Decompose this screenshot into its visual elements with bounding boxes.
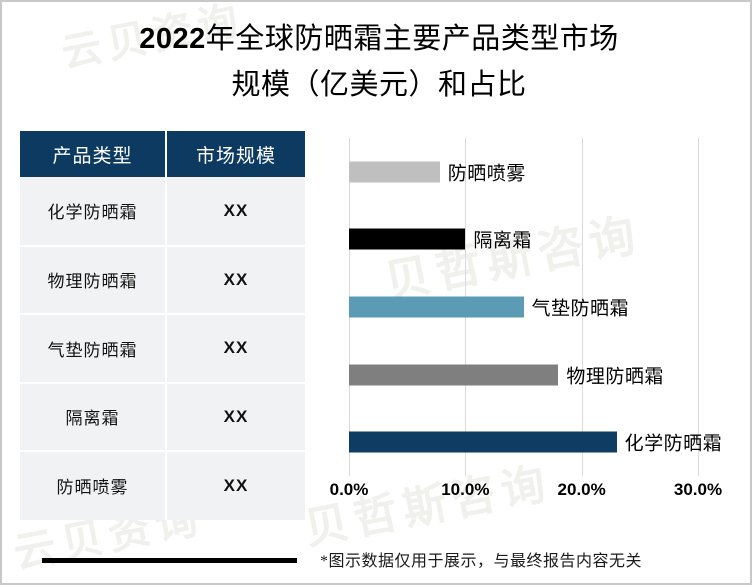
cell-market-size: XX: [166, 314, 305, 384]
bar-chart: 化学防晒霜 物理防晒霜 气垫防晒霜 隔离霜 防晒喷雾 0.0% 10.0% 20.0% 30.…: [330, 134, 732, 499]
bar-隔离霜: [349, 228, 466, 250]
cell-product-type: 物理防晒霜: [20, 245, 167, 315]
bar-物理防晒霜: [349, 364, 559, 386]
title-line2: 规模（亿美元）和占比: [231, 69, 527, 101]
footnote: *图示数据仅用于展示，与最终报告内容无关: [320, 553, 643, 570]
table-row: 防晒喷雾 XX: [20, 451, 305, 520]
bar-label: 物理防晒霜: [566, 366, 664, 388]
cell-product-type: 隔离霜: [20, 382, 167, 452]
x-axis: 0.0% 10.0% 20.0% 30.0%: [330, 480, 722, 506]
bar-row: 物理防晒霜: [349, 341, 698, 409]
x-tick-label: 30.0%: [673, 480, 723, 499]
bar-防晒喷雾: [349, 161, 440, 183]
bar-label: 隔离霜: [473, 230, 532, 252]
x-tick-label: 10.0%: [441, 480, 490, 499]
bar-label: 防晒喷雾: [447, 163, 526, 185]
bar-row: 化学防晒霜: [349, 408, 722, 476]
bar-气垫防晒霜: [349, 296, 524, 318]
cell-market-size: XX: [166, 382, 305, 452]
plot-area: 化学防晒霜 物理防晒霜 气垫防晒霜 隔离霜 防晒喷雾: [349, 138, 722, 476]
cell-market-size: XX: [166, 245, 305, 315]
cell-product-type: 化学防晒霜: [20, 177, 167, 247]
title-line1: 年全球防晒霜主要产品类型市场: [205, 23, 619, 55]
cell-market-size: XX: [166, 451, 305, 520]
bar-row: 隔离霜: [349, 206, 698, 274]
bar-row: 气垫防晒霜: [349, 273, 698, 341]
x-tick-label: 0.0%: [329, 480, 369, 499]
bar-化学防晒霜: [349, 431, 617, 453]
page-title: 2022年全球防晒霜主要产品类型市场 规模（亿美元）和占比: [54, 16, 704, 108]
table-row: 气垫防晒霜 XX: [20, 314, 305, 384]
table-header-size: 市场规模: [166, 131, 305, 177]
cell-market-size: XX: [166, 177, 305, 247]
table-header-row: 产品类型 市场规模: [20, 131, 305, 177]
table-header-type: 产品类型: [20, 131, 167, 177]
table-row: 物理防晒霜 XX: [20, 245, 305, 315]
x-tick-label: 20.0%: [557, 480, 606, 499]
gridline: [698, 138, 699, 476]
title-year: 2022: [139, 23, 206, 55]
cell-product-type: 防晒喷雾: [20, 451, 167, 520]
table-row: 化学防晒霜 XX: [20, 177, 305, 247]
footer-divider: [42, 558, 297, 563]
bar-label: 化学防晒霜: [624, 433, 723, 455]
bar-row: 防晒喷雾: [349, 138, 698, 206]
market-size-table: 产品类型 市场规模 化学防晒霜 XX 物理防晒霜 XX 气垫防晒霜 XX 隔离霜 XX 防晒喷雾…: [20, 131, 305, 520]
gridline: [581, 138, 583, 476]
table-row: 隔离霜 XX: [20, 382, 305, 452]
bar-label: 气垫防晒霜: [531, 298, 630, 320]
cell-product-type: 气垫防晒霜: [20, 314, 167, 384]
